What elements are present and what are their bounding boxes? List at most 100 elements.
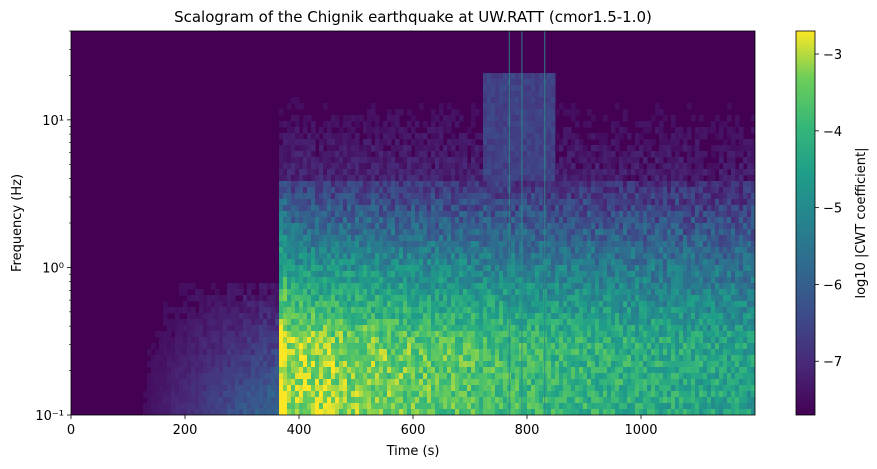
heatmap-cell bbox=[447, 163, 452, 170]
heatmap-cell bbox=[495, 109, 500, 116]
heatmap-cell bbox=[495, 265, 500, 272]
heatmap-cell bbox=[323, 223, 328, 230]
heatmap-cell bbox=[383, 193, 388, 200]
heatmap-cell bbox=[243, 409, 248, 415]
heatmap-cell bbox=[415, 301, 420, 308]
heatmap-cell bbox=[363, 145, 368, 152]
heatmap-cell bbox=[559, 163, 564, 170]
heatmap-cell bbox=[591, 211, 596, 218]
heatmap-cell bbox=[471, 103, 476, 110]
heatmap-cell bbox=[531, 157, 536, 164]
heatmap-cell bbox=[411, 265, 416, 272]
heatmap-cell bbox=[495, 181, 500, 188]
heatmap-cell bbox=[343, 325, 348, 332]
heatmap-cell bbox=[403, 367, 408, 374]
heatmap-cell bbox=[367, 223, 372, 230]
heatmap-cell bbox=[299, 277, 304, 284]
heatmap-cell bbox=[555, 361, 560, 368]
heatmap-cell bbox=[271, 355, 276, 362]
heatmap-cell bbox=[403, 325, 408, 332]
heatmap-cell bbox=[255, 349, 260, 356]
heatmap-cell bbox=[439, 343, 444, 350]
heatmap-cell bbox=[515, 151, 520, 158]
heatmap-cell bbox=[295, 313, 300, 320]
heatmap-cell bbox=[331, 313, 336, 320]
heatmap-cell bbox=[331, 391, 336, 398]
heatmap-cell bbox=[339, 337, 344, 344]
heatmap-cell bbox=[391, 259, 396, 266]
heatmap-cell bbox=[291, 379, 296, 386]
heatmap-cell bbox=[335, 235, 340, 242]
heatmap-cell bbox=[431, 343, 436, 350]
heatmap-cell bbox=[375, 217, 380, 224]
heatmap-cell bbox=[579, 217, 584, 224]
heatmap-cell bbox=[315, 229, 320, 236]
heatmap-cell bbox=[367, 199, 372, 206]
heatmap-cell bbox=[219, 367, 224, 374]
heatmap-cell bbox=[539, 145, 544, 152]
heatmap-cell bbox=[519, 211, 524, 218]
heatmap-cell bbox=[367, 277, 372, 284]
heatmap-cell bbox=[595, 169, 600, 176]
heatmap-cell bbox=[247, 403, 252, 410]
heatmap-cell bbox=[403, 205, 408, 212]
heatmap-cell bbox=[359, 205, 364, 212]
heatmap-cell bbox=[371, 373, 376, 380]
heatmap-cell bbox=[395, 271, 400, 278]
heatmap-cell bbox=[315, 223, 320, 230]
heatmap-cell bbox=[515, 271, 520, 278]
heatmap-cell bbox=[383, 241, 388, 248]
heatmap-cell bbox=[435, 379, 440, 386]
heatmap-cell bbox=[347, 259, 352, 266]
heatmap-cell bbox=[263, 307, 268, 314]
heatmap-cell bbox=[239, 397, 244, 404]
heatmap-cell bbox=[483, 193, 488, 200]
heatmap-cell bbox=[279, 361, 284, 368]
heatmap-cell bbox=[267, 331, 272, 338]
heatmap-cell bbox=[551, 307, 556, 314]
heatmap-cell bbox=[255, 355, 260, 362]
heatmap-cell bbox=[547, 355, 552, 362]
heatmap-cell bbox=[347, 319, 352, 326]
heatmap-cell bbox=[455, 169, 460, 176]
chart-title: Scalogram of the Chignik earthquake at U… bbox=[174, 8, 652, 26]
heatmap-cell bbox=[551, 139, 556, 146]
heatmap-cell bbox=[487, 121, 492, 128]
heatmap-cell bbox=[379, 241, 384, 248]
heatmap-cell bbox=[275, 331, 280, 338]
heatmap-cell bbox=[523, 355, 528, 362]
heatmap-cell bbox=[331, 355, 336, 362]
heatmap-cell bbox=[547, 283, 552, 290]
heatmap-cell bbox=[295, 121, 300, 128]
heatmap-cell bbox=[235, 313, 240, 320]
heatmap-cell bbox=[571, 385, 576, 392]
heatmap-cell bbox=[527, 337, 532, 344]
heatmap-cell bbox=[627, 289, 632, 296]
heatmap-cell bbox=[527, 187, 532, 194]
heatmap-cell bbox=[295, 409, 300, 415]
heatmap-cell bbox=[515, 229, 520, 236]
heatmap-cell bbox=[271, 391, 276, 398]
heatmap-cell bbox=[547, 253, 552, 260]
heatmap-cell bbox=[375, 133, 380, 140]
heatmap-cell bbox=[619, 301, 624, 308]
heatmap-cell bbox=[479, 307, 484, 314]
heatmap-cell bbox=[383, 283, 388, 290]
heatmap-cell bbox=[219, 373, 224, 380]
heatmap-cell bbox=[311, 349, 316, 356]
heatmap-cell bbox=[583, 121, 588, 128]
heatmap-cell bbox=[499, 271, 504, 278]
heatmap-cell bbox=[399, 229, 404, 236]
heatmap-cell bbox=[511, 247, 516, 254]
heatmap-cell bbox=[175, 343, 180, 350]
heatmap-cell bbox=[331, 211, 336, 218]
heatmap-cell bbox=[579, 151, 584, 158]
heatmap-cell bbox=[567, 199, 572, 206]
heatmap-cell bbox=[255, 385, 260, 392]
heatmap-cell bbox=[307, 235, 312, 242]
heatmap-cell bbox=[323, 391, 328, 398]
heatmap-cell bbox=[555, 205, 560, 212]
heatmap-cell bbox=[387, 271, 392, 278]
heatmap-cell bbox=[343, 385, 348, 392]
heatmap-cell bbox=[327, 229, 332, 236]
